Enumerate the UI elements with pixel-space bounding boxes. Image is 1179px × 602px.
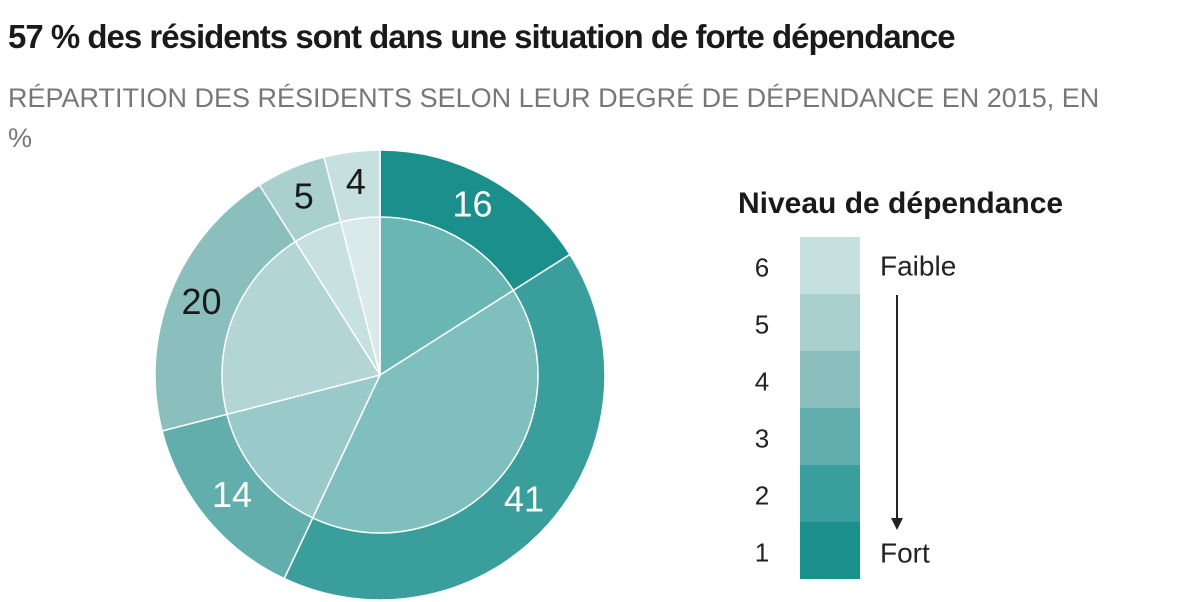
legend-label: 3 [755, 423, 769, 453]
legend-title: Niveau de dépendance [738, 187, 1063, 220]
data-label: 20 [181, 281, 221, 322]
data-label: 41 [504, 478, 544, 519]
inner-slice [226, 373, 382, 519]
data-label: 14 [212, 474, 252, 515]
legend-swatch [800, 465, 860, 522]
legend-label: 2 [755, 480, 769, 510]
inner-slice [379, 216, 515, 377]
data-label: 4 [346, 161, 366, 202]
legend-arrowhead [891, 518, 903, 530]
chart-subtitle: RÉPARTITION DES RÉSIDENTS SELON LEUR DEG… [8, 83, 1100, 153]
inner-slice [339, 216, 381, 376]
data-label: 5 [294, 175, 314, 216]
data-label: 16 [452, 183, 492, 224]
legend-label: 5 [755, 309, 769, 339]
legend-swatch [800, 408, 860, 465]
legend-swatch [800, 522, 860, 579]
legend-low: Faible [880, 250, 956, 281]
legend-swatch [800, 351, 860, 408]
inner-slice [311, 289, 539, 534]
legend-label: 4 [755, 366, 769, 396]
chart-title: 57 % des résidents sont dans une situati… [8, 18, 956, 55]
legend-swatch [800, 294, 860, 351]
legend-label: 6 [755, 252, 769, 282]
legend-swatch [800, 237, 860, 294]
legend-high: Fort [880, 537, 930, 568]
inner-slice [221, 240, 382, 416]
legend-label: 1 [755, 537, 769, 567]
